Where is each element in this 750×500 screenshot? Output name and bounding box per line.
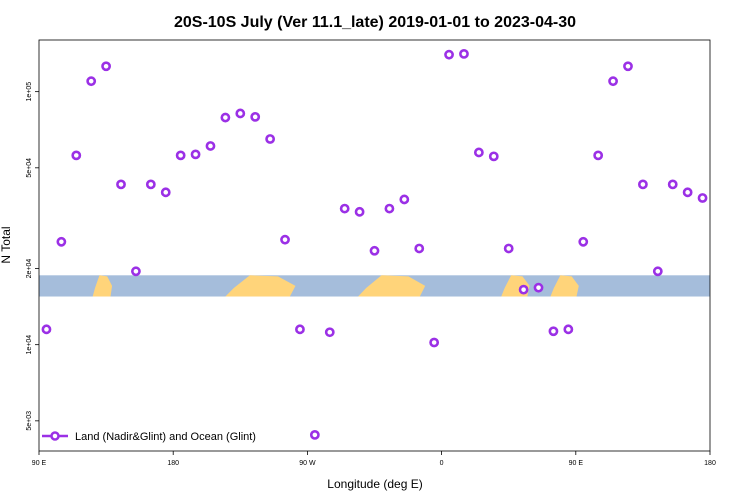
- data-points: [41, 48, 708, 440]
- data-point: [473, 147, 484, 158]
- data-point: [593, 150, 604, 161]
- data-point: [608, 76, 618, 87]
- data-point: [41, 324, 52, 335]
- america-land: [225, 275, 296, 297]
- data-point: [250, 111, 261, 122]
- data-point: [488, 151, 499, 162]
- data-point: [533, 282, 544, 293]
- data-point: [205, 141, 216, 151]
- data-point: [384, 203, 395, 214]
- data-point: [175, 150, 186, 161]
- data-point: [309, 429, 320, 440]
- data-point: [160, 187, 171, 198]
- data-point: [444, 49, 454, 60]
- data-point: [354, 206, 365, 217]
- x-tick-label: 90 E: [569, 460, 584, 467]
- map-band: [39, 275, 710, 297]
- data-point: [578, 236, 589, 247]
- data-point: [369, 245, 380, 256]
- data-point: [638, 179, 648, 190]
- data-point: [623, 61, 633, 72]
- legend: Land (Nadir&Glint) and Ocean (Glint): [42, 431, 256, 443]
- data-point: [503, 243, 514, 254]
- x-axis: 90 E 180 90 W 0 90 E 180: [32, 451, 716, 467]
- legend-label: Land (Nadir&Glint) and Ocean (Glint): [75, 431, 256, 443]
- data-point: [518, 284, 529, 295]
- data-point: [667, 179, 678, 190]
- x-tick-label: 180: [167, 460, 179, 467]
- data-point: [652, 266, 663, 277]
- australia-land: [92, 275, 113, 297]
- data-point: [86, 76, 97, 87]
- y-tick-label: 2e+04: [26, 259, 33, 279]
- data-point: [459, 48, 469, 59]
- data-point: [697, 193, 708, 203]
- data-point: [339, 203, 350, 214]
- data-point: [235, 108, 246, 119]
- america-land-2: [550, 275, 579, 297]
- data-point: [101, 61, 111, 72]
- y-tick-label: 5e+04: [26, 158, 33, 178]
- x-axis-label: Longitude (deg E): [327, 477, 422, 491]
- data-point: [682, 187, 693, 198]
- y-axis-label: N Total: [0, 226, 13, 263]
- data-point: [190, 149, 201, 160]
- land-patches: [92, 275, 579, 297]
- data-point: [131, 266, 141, 277]
- data-point: [265, 134, 276, 144]
- data-point: [399, 194, 410, 205]
- data-point: [429, 337, 440, 348]
- data-point: [71, 150, 82, 161]
- y-tick-label: 5e+03: [26, 411, 33, 431]
- x-tick-label: 0: [440, 460, 444, 467]
- plot-frame: [38, 39, 711, 452]
- data-point: [414, 243, 425, 254]
- africa-land: [358, 275, 426, 297]
- y-tick-label: 1e+04: [26, 335, 33, 355]
- y-tick-label: 1e+05: [26, 82, 33, 102]
- chart-title: 20S-10S July (Ver 11.1_late) 2019-01-01 …: [174, 14, 576, 31]
- data-point: [295, 324, 305, 335]
- data-point: [548, 326, 559, 337]
- data-point: [280, 234, 290, 245]
- data-point: [220, 112, 231, 123]
- legend-marker: [50, 431, 60, 441]
- data-point: [56, 236, 67, 247]
- data-point: [324, 327, 335, 338]
- x-tick-label: 180: [704, 460, 716, 467]
- data-point: [116, 179, 126, 190]
- x-tick-label: 90 E: [32, 460, 47, 467]
- y-axis: 5e+03 1e+04 2e+04 5e+04 1e+05: [26, 82, 39, 431]
- data-point: [145, 179, 156, 190]
- x-tick-label: 90 W: [299, 460, 316, 467]
- data-point: [563, 324, 574, 335]
